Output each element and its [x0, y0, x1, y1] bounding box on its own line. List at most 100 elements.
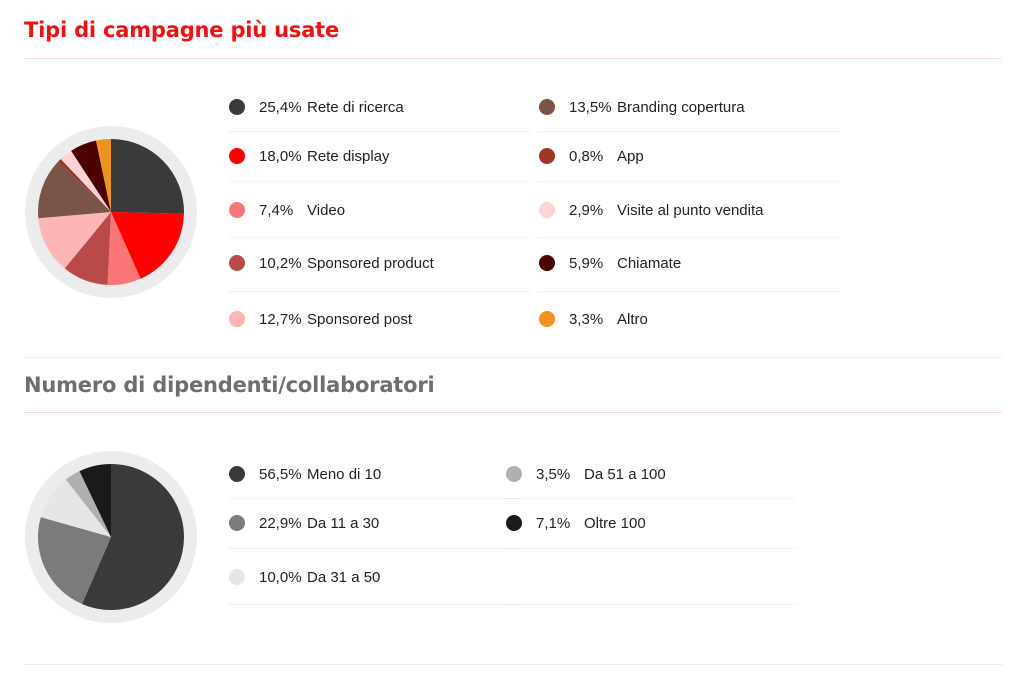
pie-slice-sponsored-post — [38, 212, 111, 269]
pie-slice-meno-di-10 — [82, 464, 184, 610]
legend-swatch — [229, 148, 245, 164]
legend-row-divider — [229, 131, 529, 132]
pie-slice-altro — [95, 139, 111, 212]
pie-slice-visite-al-punto-vendita — [60, 150, 111, 212]
legend-swatch — [229, 311, 245, 327]
section-divider — [24, 357, 1002, 358]
section-title: Numero di dipendenti/collaboratori — [24, 373, 435, 397]
pie-slice-sponsored-product — [64, 212, 111, 285]
legend-row-divider — [229, 604, 519, 605]
legend-label: Rete di ricerca — [307, 98, 404, 116]
legend-label: Da 31 a 50 — [307, 568, 381, 586]
legend-row-divider — [229, 291, 529, 292]
pie-slice-da-31-a-50 — [40, 479, 111, 537]
legend-item-altro: 3,3% Altro — [539, 307, 648, 331]
legend-label: Sponsored product — [307, 254, 434, 272]
legend-row-divider — [229, 548, 519, 549]
campaign-types-legend: 25,4% Rete di ricerca 18,0% Rete display 7,4… — [24, 0, 1002, 358]
legend-row-divider — [539, 237, 839, 238]
legend-row-divider — [506, 548, 796, 549]
campaign-types-section: Tipi di campagne più usate 25,4% Rete di … — [24, 0, 1002, 358]
legend-swatch — [229, 515, 245, 531]
legend-label: Sponsored post — [307, 310, 413, 328]
legend-swatch — [539, 311, 555, 327]
legend-label: Oltre 100 — [584, 514, 646, 532]
legend-percentage: 12,7% — [259, 310, 302, 328]
legend-label: Meno di 10 — [307, 465, 382, 483]
pie-slice-da-11-a-30 — [37, 517, 111, 604]
legend-row-divider — [506, 498, 796, 499]
legend-percentage: 7,1% — [536, 514, 571, 532]
legend-swatch — [539, 255, 555, 271]
legend-row-divider — [229, 181, 529, 182]
legend-swatch — [229, 255, 245, 271]
legend-percentage: 3,3% — [569, 310, 604, 328]
legend-label: Altro — [617, 310, 648, 328]
employees-pie-chart — [25, 451, 197, 623]
legend-item-meno-di-10: 56,5% Meno di 10 — [229, 462, 381, 486]
legend-percentage: 13,5% — [569, 98, 612, 116]
legend-row-divider — [539, 181, 839, 182]
legend-label: Chiamate — [617, 254, 682, 272]
legend-label: Branding copertura — [617, 98, 745, 116]
legend-percentage: 2,9% — [569, 201, 604, 219]
legend-label: Visite al punto vendita — [617, 201, 764, 219]
legend-percentage: 0,8% — [569, 147, 604, 165]
pie-slice-oltre-100 — [79, 464, 111, 537]
legend-percentage: 7,4% — [259, 201, 294, 219]
legend-item-app: 0,8% App — [539, 144, 644, 168]
section-divider — [24, 664, 1002, 665]
legend-item-oltre-100: 7,1% Oltre 100 — [506, 511, 646, 535]
legend-swatch — [506, 515, 522, 531]
title-divider — [24, 412, 1002, 413]
legend-item-branding-copertura: 13,5% Branding copertura — [539, 95, 745, 119]
legend-row-divider — [506, 604, 796, 605]
legend-swatch — [229, 569, 245, 585]
pie-slice-da-51-a-100 — [65, 471, 111, 537]
legend-item-sponsored-product: 10,2% Sponsored product — [229, 251, 434, 275]
legend-label: Da 51 a 100 — [584, 465, 666, 483]
pie-slice-app — [58, 159, 111, 212]
legend-item-rete-di-ricerca: 25,4% Rete di ricerca — [229, 95, 404, 119]
legend-label: Rete display — [307, 147, 390, 165]
section-title: Tipi di campagne più usate — [24, 18, 340, 42]
legend-item-da-51-a-100: 3,5% Da 51 a 100 — [506, 462, 666, 486]
legend-row-divider — [229, 237, 529, 238]
legend-swatch — [539, 202, 555, 218]
legend-label: App — [617, 147, 644, 165]
legend-item-da-11-a-30: 22,9% Da 11 a 30 — [229, 511, 379, 535]
legend-swatch — [539, 148, 555, 164]
legend-percentage: 3,5% — [536, 465, 571, 483]
legend-swatch — [506, 466, 522, 482]
legend-item-da-31-a-50: 10,0% Da 31 a 50 — [229, 565, 380, 589]
legend-percentage: 10,2% — [259, 254, 302, 272]
employees-legend: 56,5% Meno di 10 22,9% Da 11 a 30 10,0% Da 31… — [24, 358, 1002, 690]
legend-percentage: 25,4% — [259, 98, 302, 116]
legend-swatch — [229, 202, 245, 218]
title-divider — [24, 58, 1002, 59]
legend-item-visite-al-punto-vendita: 2,9% Visite al punto vendita — [539, 198, 764, 222]
legend-percentage: 22,9% — [259, 514, 302, 532]
legend-percentage: 18,0% — [259, 147, 302, 165]
legend-row-divider — [229, 498, 519, 499]
pie-slice-video — [107, 212, 141, 286]
campaign-types-pie-chart — [25, 126, 197, 298]
legend-label: Video — [307, 201, 346, 219]
legend-swatch — [539, 99, 555, 115]
legend-percentage: 10,0% — [259, 568, 302, 586]
legend-swatch — [229, 99, 245, 115]
legend-row-divider — [539, 131, 839, 132]
legend-swatch — [229, 466, 245, 482]
pie-slice-chiamate — [71, 140, 111, 212]
legend-item-chiamate: 5,9% Chiamate — [539, 251, 681, 275]
legend-percentage: 5,9% — [569, 254, 604, 272]
legend-row-divider — [539, 291, 839, 292]
legend-item-video: 7,4% Video — [229, 198, 345, 222]
pie-slice-rete-display — [111, 212, 184, 279]
legend-item-sponsored-post: 12,7% Sponsored post — [229, 307, 412, 331]
legend-label: Da 11 a 30 — [307, 514, 380, 532]
legend-item-rete-display: 18,0% Rete display — [229, 144, 390, 168]
pie-slice-branding-copertura — [37, 161, 111, 219]
employees-section: Numero di dipendenti/collaboratori 56,5%… — [24, 358, 1002, 690]
pie-slice-rete-di-ricerca — [111, 139, 185, 214]
